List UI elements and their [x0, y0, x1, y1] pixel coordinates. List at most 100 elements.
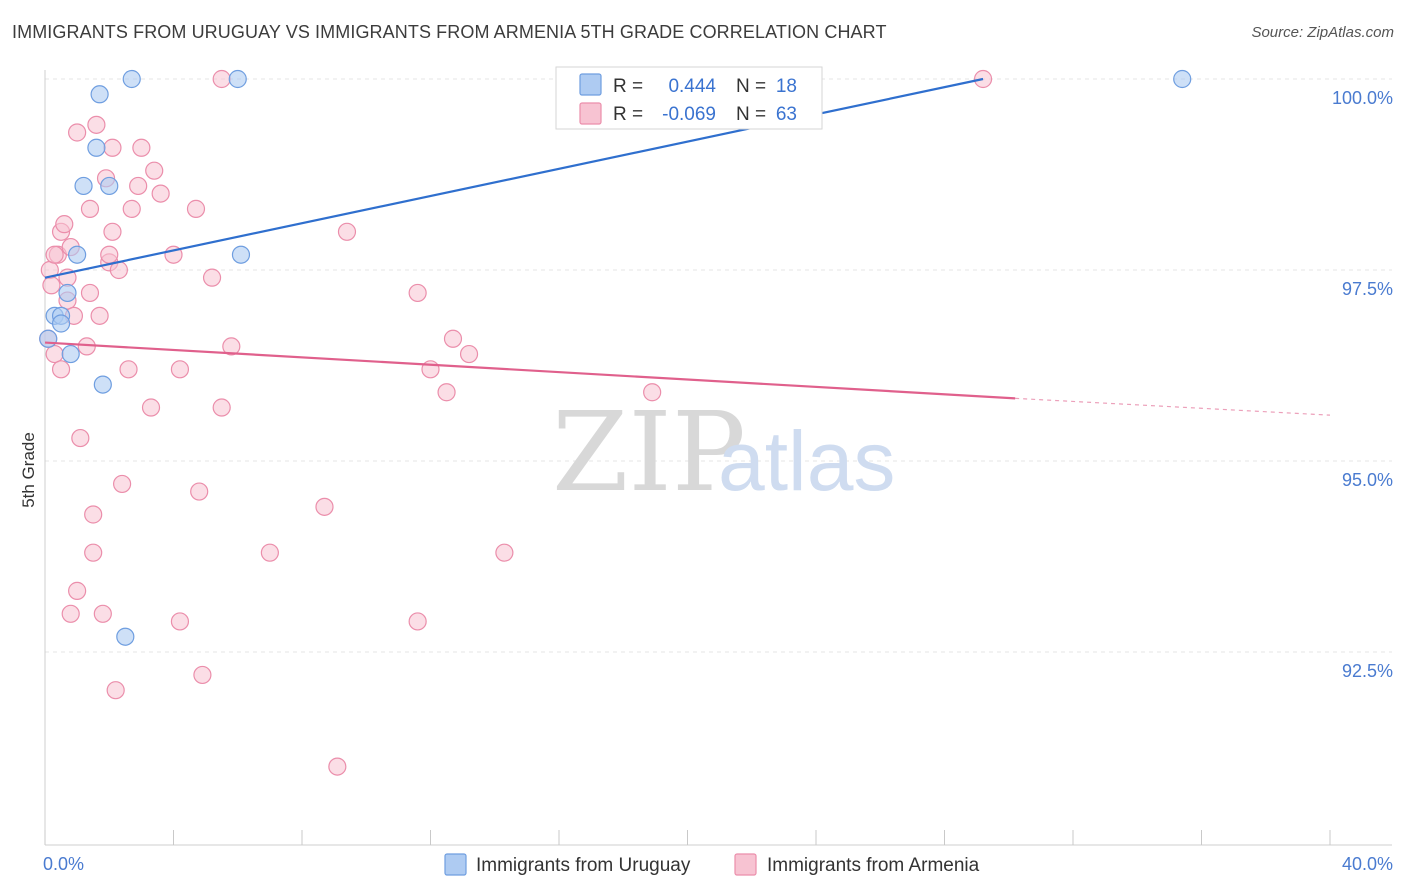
armenia-point	[132, 138, 151, 157]
uruguay-point	[58, 283, 77, 303]
armenia-point	[222, 337, 241, 356]
series-armenia-points	[39, 69, 993, 776]
stats-r-value-armenia: -0.069	[662, 104, 716, 125]
legend-label-armenia[interactable]: Immigrants from Armenia	[767, 855, 980, 876]
armenia-point	[93, 604, 112, 623]
legend-swatch-uruguay[interactable]	[444, 853, 467, 876]
armenia-point	[145, 161, 164, 180]
trend-line-armenia	[44, 341, 1016, 400]
x-tick-labels: 0.0% 40.0%	[43, 854, 1393, 874]
stats-n-label-armenia: N =	[736, 104, 766, 125]
armenia-point	[45, 344, 64, 364]
x-tick-label-0: 0.0%	[43, 854, 84, 874]
armenia-point	[202, 268, 222, 287]
stats-r-label-armenia: R =	[613, 104, 643, 125]
uruguay-point	[87, 138, 106, 157]
armenia-point	[68, 123, 87, 142]
armenia-point	[141, 398, 161, 417]
armenia-point	[212, 398, 231, 417]
armenia-point	[61, 604, 80, 623]
y-tick-label-0: 100.0%	[1332, 88, 1393, 108]
armenia-point	[84, 505, 103, 524]
uruguay-point	[61, 344, 80, 364]
stats-swatch-armenia	[579, 102, 602, 125]
chart-title: IMMIGRANTS FROM URUGUAY VS IMMIGRANTS FR…	[12, 22, 887, 42]
uruguay-point	[68, 245, 87, 264]
armenia-point	[186, 199, 206, 218]
armenia-point	[103, 222, 122, 241]
stats-n-value-armenia: 63	[776, 104, 797, 125]
armenia-point	[459, 344, 479, 364]
armenia-point	[193, 665, 212, 685]
armenia-point	[68, 581, 87, 600]
armenia-point	[103, 138, 122, 157]
stats-n-label-uruguay: N =	[736, 76, 766, 97]
armenia-point	[80, 283, 100, 303]
stats-r-label-uruguay: R =	[613, 76, 643, 97]
armenia-point	[129, 176, 148, 196]
gridlines	[45, 78, 1392, 653]
armenia-point	[122, 199, 141, 218]
armenia-point	[170, 360, 190, 379]
armenia-point	[190, 482, 209, 501]
series-uruguay-points	[39, 69, 1192, 646]
armenia-point	[100, 245, 119, 264]
legend-label-uruguay[interactable]: Immigrants from Uruguay	[476, 855, 691, 876]
armenia-point	[443, 329, 463, 348]
armenia-point	[260, 543, 279, 562]
uruguay-point	[39, 329, 58, 348]
watermark-zip: ZIP	[552, 388, 746, 516]
uruguay-point	[122, 69, 141, 89]
armenia-point	[119, 360, 138, 379]
armenia-point	[80, 199, 100, 218]
trend-line-armenia-extension	[1015, 397, 1331, 416]
source-label: Source: ZipAtlas.com	[1251, 24, 1394, 41]
armenia-point	[495, 543, 514, 562]
uruguay-point	[1173, 69, 1192, 89]
stats-swatch-uruguay	[579, 73, 602, 96]
armenia-point	[328, 757, 347, 776]
uruguay-point	[51, 314, 71, 333]
armenia-point	[87, 115, 106, 134]
armenia-point	[51, 360, 71, 379]
armenia-point	[170, 612, 190, 631]
armenia-point	[112, 474, 132, 494]
y-tick-label-3: 92.5%	[1342, 661, 1393, 681]
watermark-atlas: atlas	[718, 414, 895, 508]
armenia-point	[408, 612, 427, 631]
axes	[44, 70, 1392, 846]
armenia-point	[45, 245, 64, 264]
uruguay-point	[100, 176, 119, 196]
stats-r-value-uruguay: 0.444	[668, 76, 716, 97]
armenia-point	[42, 276, 61, 295]
y-tick-label-2: 95.0%	[1342, 470, 1393, 490]
armenia-point	[315, 497, 334, 516]
armenia-point	[90, 306, 109, 325]
legend-swatch-armenia[interactable]	[734, 853, 757, 876]
armenia-point	[106, 681, 125, 700]
uruguay-point	[231, 245, 251, 264]
stats-legend-box: R = 0.444 N = 18 R = -0.069 N = 63	[555, 66, 823, 130]
uruguay-point	[116, 627, 135, 646]
trend-lines	[44, 77, 1331, 416]
y-tick-labels: 100.0% 97.5% 95.0% 92.5%	[1332, 88, 1393, 681]
uruguay-point	[74, 176, 93, 196]
armenia-point	[643, 383, 662, 402]
uruguay-point	[228, 69, 247, 89]
x-ticks	[44, 830, 1331, 845]
uruguay-point	[93, 375, 112, 394]
armenia-point	[151, 184, 170, 203]
uruguay-point	[90, 85, 109, 104]
bottom-legend: Immigrants from Uruguay Immigrants from …	[444, 853, 980, 876]
armenia-point	[71, 428, 90, 448]
x-tick-label-1: 40.0%	[1342, 854, 1393, 874]
watermark: ZIP atlas	[552, 388, 895, 516]
armenia-point	[55, 215, 74, 234]
trend-line-uruguay	[44, 77, 984, 279]
armenia-point	[212, 69, 231, 89]
armenia-point	[84, 543, 103, 562]
y-axis-label: 5th Grade	[19, 432, 38, 508]
armenia-point	[337, 222, 357, 241]
armenia-point	[437, 383, 456, 402]
